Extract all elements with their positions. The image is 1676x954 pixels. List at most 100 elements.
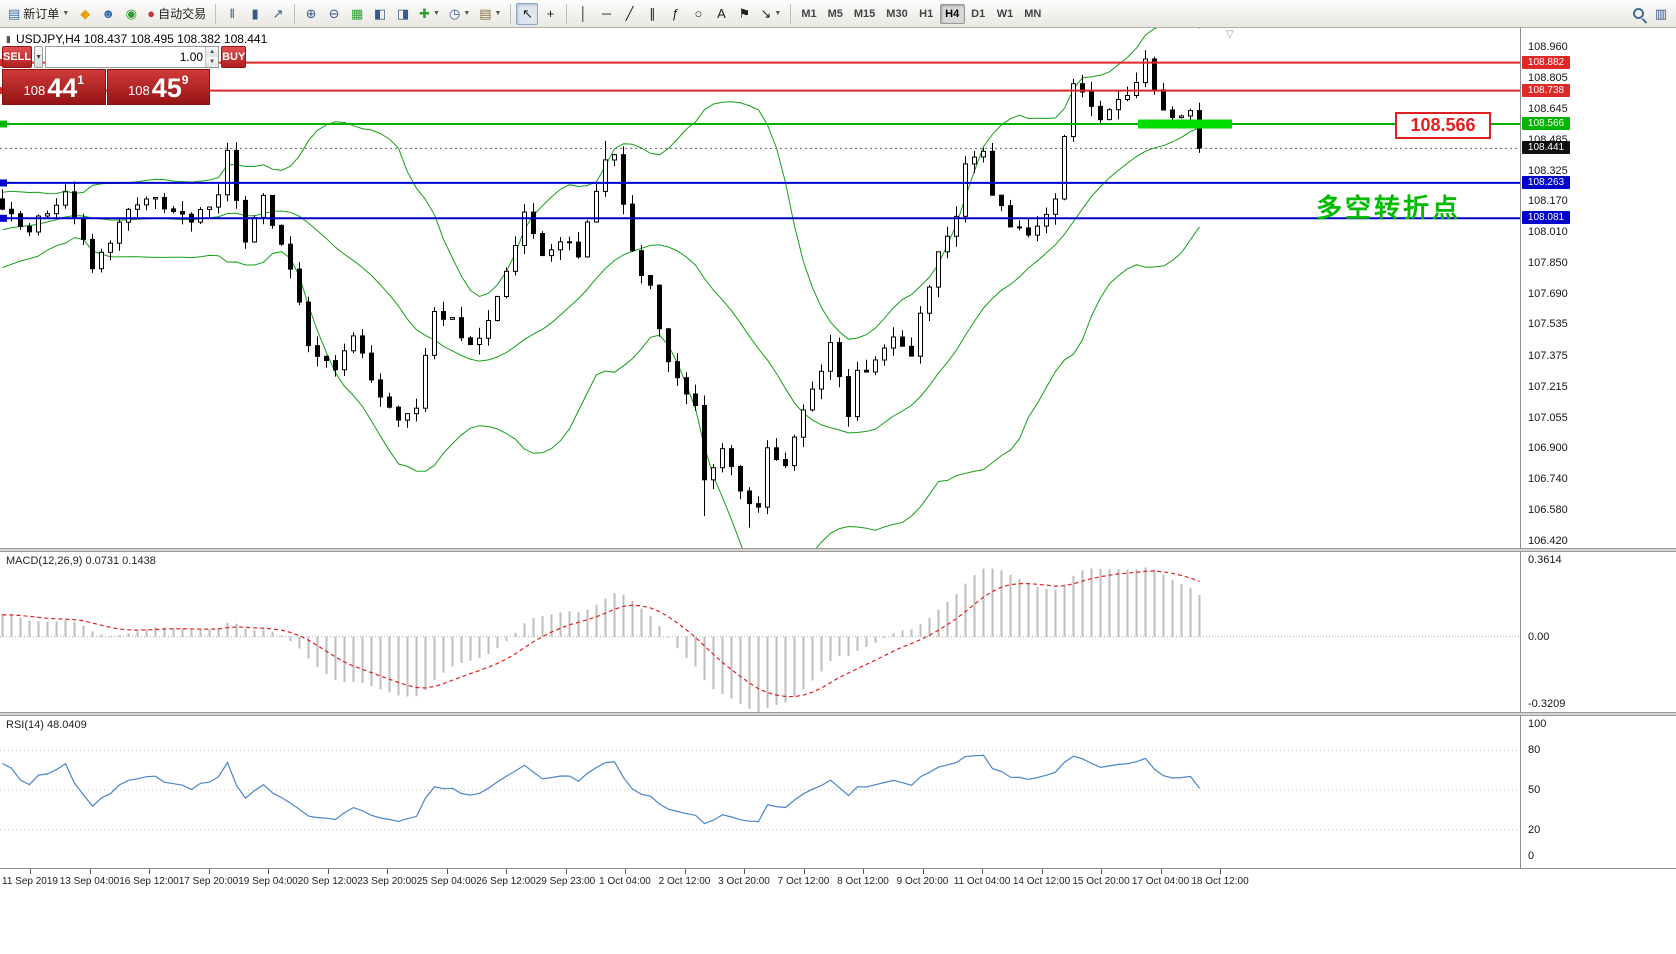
channel-tool-button[interactable]: ∥ <box>641 3 663 25</box>
macd-axis-label: -0.3209 <box>1528 698 1566 710</box>
green-highlight-segment[interactable] <box>1138 119 1232 129</box>
chart-annotation[interactable]: 多空转折点 <box>1316 193 1462 223</box>
time-axis-label: 17 Sep 20:00 <box>178 876 239 887</box>
candle-chart-mode-button[interactable]: ▮ <box>244 3 266 25</box>
price-level-label[interactable]: 108.566 <box>1395 112 1491 139</box>
cascade-windows-icon: ◨ <box>396 6 410 21</box>
horizontal-line-tool-button[interactable]: ─ <box>595 3 617 25</box>
tile-windows-button[interactable]: ▦ <box>346 3 368 25</box>
rsi-axis-label: 50 <box>1528 784 1541 796</box>
timeframe-m1-button[interactable]: M1 <box>801 7 817 20</box>
lot-increment-button[interactable]: ▲ <box>206 47 219 57</box>
time-tick <box>744 869 745 874</box>
window-list-button[interactable]: ▥ <box>1650 3 1672 25</box>
rsi-svg[interactable] <box>0 716 1520 868</box>
trendline-tool-button[interactable]: ╱ <box>618 3 640 25</box>
arrows-tool-button[interactable]: ↘ ▼ <box>756 3 785 25</box>
sell-button[interactable]: SELL <box>2 46 33 68</box>
bar-chart-mode-button[interactable]: ‖ <box>221 3 243 25</box>
price-axis-label: 107.375 <box>1528 349 1568 362</box>
search-button[interactable] <box>1627 3 1649 25</box>
time-axis-label: 8 Oct 12:00 <box>837 876 889 887</box>
timeframe-h4-button[interactable]: H4 <box>939 3 965 24</box>
bollinger-upper-band <box>2 28 1200 340</box>
macd-axis-label: 0.00 <box>1528 630 1550 643</box>
panel-splitter-2[interactable] <box>0 712 1676 716</box>
panel-splitter-1[interactable] <box>0 548 1676 552</box>
indicators-button[interactable]: ✚ ▼ <box>415 3 444 25</box>
timeframe-m5-button[interactable]: M5 <box>827 7 843 20</box>
text-tool-button[interactable]: A <box>710 3 732 25</box>
label-tool-button[interactable]: ⚑ <box>733 3 755 25</box>
price-tag: 108.882 <box>1522 55 1570 69</box>
rsi-axis[interactable]: 100 80 50 20 0 <box>1520 716 1676 868</box>
toolbar-separator <box>566 3 568 24</box>
price-axis-label: 107.535 <box>1528 318 1568 331</box>
one-click-trade-panel: SELL ▼ ▲ ▼ BUY 108 44 1 108 <box>2 46 247 105</box>
window-list-icon: ▥ <box>1654 6 1668 21</box>
time-tick <box>565 869 567 874</box>
timeframe-m30-button[interactable]: M30 <box>886 7 908 20</box>
macd-axis[interactable]: 0.3614 0.00 -0.3209 <box>1520 552 1676 712</box>
cascade-windows-button[interactable]: ◨ <box>392 3 414 25</box>
buy-price-base: 108 <box>128 83 150 98</box>
timeframe-h1-button[interactable]: H1 <box>919 7 934 20</box>
time-axis-label: 1 Oct 04:00 <box>599 876 651 887</box>
buy-button[interactable]: BUY <box>221 46 247 68</box>
templates-icon: ▤ <box>479 6 492 21</box>
trade-options-caret[interactable]: ▼ <box>34 46 44 68</box>
crosshair-tool-button[interactable]: + <box>539 3 561 25</box>
time-axis[interactable]: 11 Sep 2019 13 Sep 04:00 16 Sep 12:00 17 Se… <box>0 868 1676 896</box>
time-tick <box>208 869 210 874</box>
profile-icon: ☻ <box>101 6 116 21</box>
vertical-line-tool-button[interactable]: │ <box>572 3 594 25</box>
time-axis-label: 25 Sep 04:00 <box>416 876 477 887</box>
timeframe-mn-button[interactable]: MN <box>1024 7 1042 20</box>
price-axis-label: 108.010 <box>1528 226 1568 239</box>
line-chart-mode-button[interactable]: ↗ <box>267 3 289 25</box>
shapes-tool-button[interactable]: ○ <box>687 3 709 25</box>
periods-icon: ◷ <box>448 6 461 21</box>
main-chart-svg[interactable] <box>0 28 1520 548</box>
lot-size-input[interactable] <box>46 47 206 67</box>
community-icon: ◉ <box>125 6 137 21</box>
new-order-icon: ▤ <box>8 6 21 21</box>
zoom-in-button[interactable]: ⊕ <box>300 3 322 25</box>
macd-svg[interactable] <box>0 552 1520 712</box>
price-axis[interactable]: 108.960 108.805 108.645 108.485 108.325 108.1… <box>1520 28 1676 548</box>
sell-price-sup: 1 <box>77 73 84 87</box>
arrange-windows-button[interactable]: ◧ <box>369 3 391 25</box>
macd-axis-label: 0.3614 <box>1528 554 1562 566</box>
timeframe-d1-button[interactable]: D1 <box>971 7 986 20</box>
toolbar-separator <box>790 3 792 24</box>
time-axis-label: 11 Sep 2019 <box>2 876 58 887</box>
timeframe-m15-button[interactable]: M15 <box>853 7 876 20</box>
toolbar-separator <box>510 3 512 24</box>
price-axis-label: 108.645 <box>1528 102 1568 115</box>
timeframe-w1-button[interactable]: W1 <box>996 7 1014 20</box>
new-order-button[interactable]: ▤ 新订单 ▼ <box>4 3 73 25</box>
zoom-out-button[interactable]: ⊖ <box>323 3 345 25</box>
sell-price-button[interactable]: 108 44 1 <box>2 69 106 105</box>
indicators-icon: ✚ <box>419 6 431 21</box>
bar-chart-mode-icon: ‖ <box>229 6 235 21</box>
toolbox-button[interactable]: ◆ <box>74 3 96 25</box>
community-button[interactable]: ◉ <box>120 3 142 25</box>
periods-button[interactable]: ◷ ▼ <box>445 3 474 25</box>
lot-decrement-button[interactable]: ▼ <box>206 57 219 67</box>
time-axis-label: 3 Oct 20:00 <box>718 876 770 887</box>
fibonacci-tool-button[interactable]: ƒ <box>664 3 686 25</box>
time-tick <box>446 869 448 874</box>
cursor-tool-button[interactable]: ↖ <box>516 2 539 25</box>
templates-button[interactable]: ▤ ▼ <box>475 3 505 25</box>
autotrade-button[interactable]: ● 自动交易 <box>143 3 210 25</box>
rsi-axis-label: 20 <box>1528 823 1541 836</box>
candle-chart-mode-icon: ▮ <box>251 6 259 21</box>
profile-button[interactable]: ☻ <box>97 3 119 25</box>
price-axis-label: 108.325 <box>1528 164 1568 177</box>
time-tick <box>327 869 329 874</box>
time-axis-label: 26 Sep 12:00 <box>476 876 536 887</box>
time-axis-label: 29 Sep 23:00 <box>535 876 596 887</box>
buy-price-button[interactable]: 108 45 9 <box>106 69 210 105</box>
time-axis-label: 19 Sep 04:00 <box>238 876 298 887</box>
